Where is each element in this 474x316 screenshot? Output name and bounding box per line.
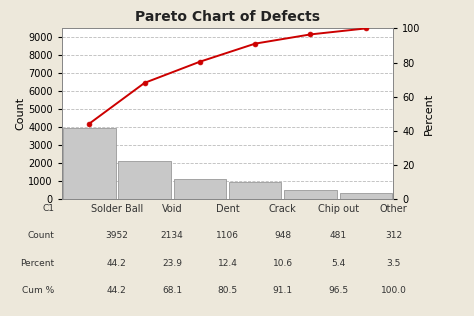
Text: 3.5: 3.5: [386, 259, 401, 268]
Text: 44.2: 44.2: [107, 286, 127, 295]
Text: Dent: Dent: [216, 204, 239, 214]
Text: 10.6: 10.6: [273, 259, 293, 268]
Bar: [284, 191, 337, 199]
Text: 12.4: 12.4: [218, 259, 237, 268]
Text: Cum %: Cum %: [22, 286, 55, 295]
Text: 23.9: 23.9: [162, 259, 182, 268]
Text: Percent: Percent: [20, 259, 55, 268]
Text: 44.2: 44.2: [107, 259, 127, 268]
Bar: [173, 179, 226, 199]
Y-axis label: Percent: Percent: [424, 93, 434, 135]
Text: Solder Ball: Solder Ball: [91, 204, 143, 214]
Text: 68.1: 68.1: [162, 286, 182, 295]
Text: 481: 481: [329, 231, 346, 240]
Text: Chip out: Chip out: [318, 204, 359, 214]
Text: 100.0: 100.0: [381, 286, 406, 295]
Bar: [118, 161, 171, 199]
Text: 96.5: 96.5: [328, 286, 348, 295]
Text: 1106: 1106: [216, 231, 239, 240]
Bar: [63, 128, 116, 199]
Text: C1: C1: [43, 204, 55, 213]
Bar: [229, 182, 282, 199]
Text: Other: Other: [380, 204, 407, 214]
Text: 3952: 3952: [106, 231, 128, 240]
Text: 5.4: 5.4: [331, 259, 345, 268]
Text: 80.5: 80.5: [218, 286, 237, 295]
Text: Crack: Crack: [269, 204, 297, 214]
Text: Count: Count: [27, 231, 55, 240]
Text: 2134: 2134: [161, 231, 183, 240]
Bar: [339, 193, 392, 199]
Text: 91.1: 91.1: [273, 286, 293, 295]
Text: 948: 948: [274, 231, 292, 240]
Text: 312: 312: [385, 231, 402, 240]
Title: Pareto Chart of Defects: Pareto Chart of Defects: [135, 10, 320, 25]
Text: Void: Void: [162, 204, 182, 214]
Y-axis label: Count: Count: [15, 97, 25, 130]
